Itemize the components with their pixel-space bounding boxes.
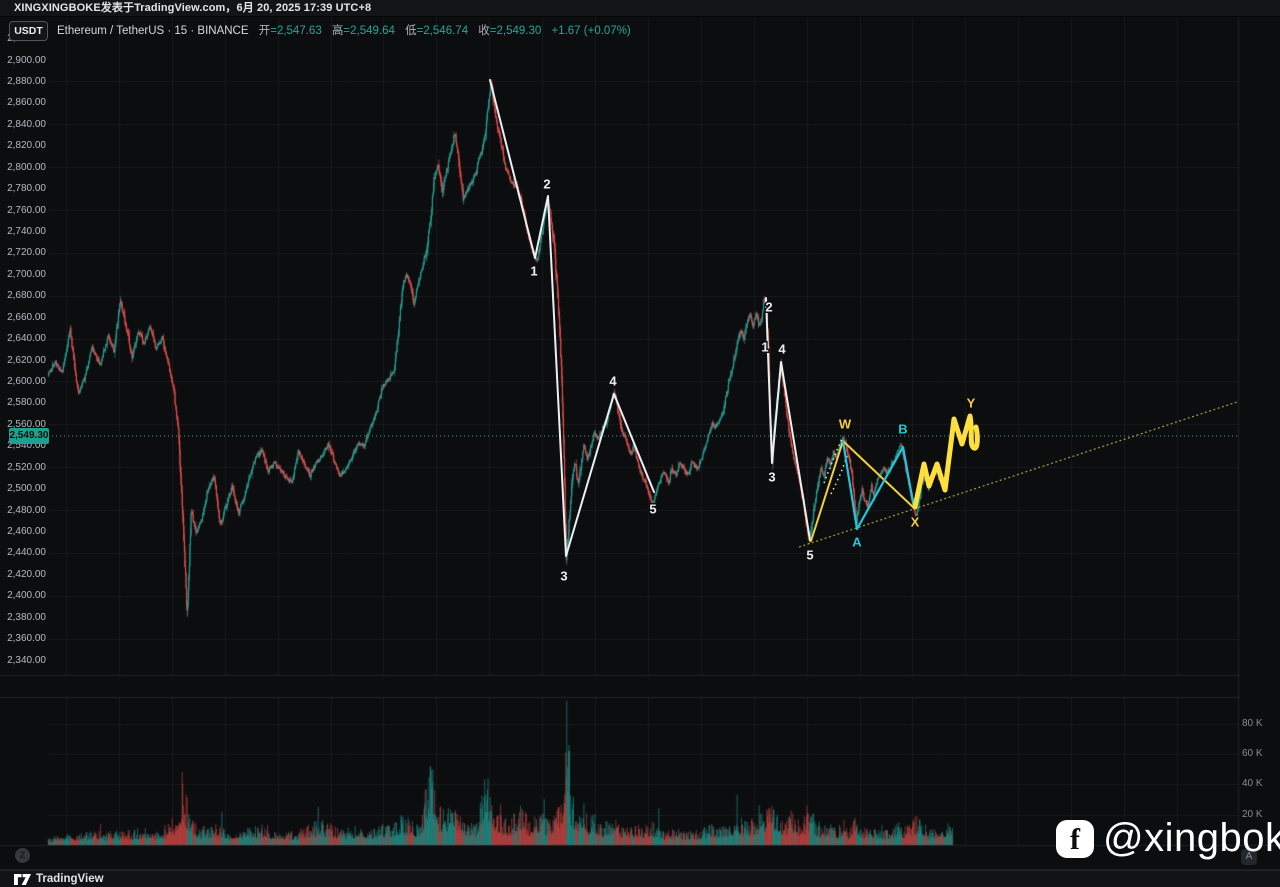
price-tick-label: 2,680.00 <box>7 290 46 302</box>
price-tick-label: 2,560.00 <box>7 418 46 430</box>
ohlc-close-value: =2,549.30 <box>489 25 542 37</box>
price-change: +1.67 (+0.07%) <box>551 25 631 37</box>
price-tick-label: 2,620.00 <box>7 354 46 366</box>
price-tick-label: 2,880.00 <box>7 75 46 87</box>
price-tick-label: 2,860.00 <box>7 97 46 109</box>
ohlc-open-label: 开 <box>258 25 271 37</box>
price-tick-label: 2,460.00 <box>7 525 46 537</box>
symbol-title: Ethereum / TetherUS · 15 · BINANCE <box>57 25 249 37</box>
symbol-info-row[interactable]: Ethereum / TetherUS · 15 · BINANCE 开=2,5… <box>57 22 631 37</box>
price-tick-label: 2,500.00 <box>7 483 46 495</box>
price-tick-label: 2,820.00 <box>7 140 46 152</box>
price-tick-label: 2,540.00 <box>7 440 46 452</box>
price-tick-label: 2,900.00 <box>7 54 46 66</box>
ohlc-high-label: 高 <box>331 25 344 37</box>
ohlc-low-value: =2,546.74 <box>416 25 469 37</box>
price-tick-label: 2,760.00 <box>7 204 46 216</box>
watermark: f @xingboke <box>1056 816 1280 861</box>
auto-scale-button[interactable]: A <box>1241 849 1257 865</box>
tradingview-logo-icon[interactable] <box>14 873 31 885</box>
price-tick-label: 2,660.00 <box>7 311 46 323</box>
volume-tick-label: 40 K <box>1242 778 1263 790</box>
price-tick-label: 2,740.00 <box>7 225 46 237</box>
volume-tick-label: 60 K <box>1242 748 1263 760</box>
facebook-icon: f <box>1056 819 1094 858</box>
snapshot-header: XINGXINGBOKE发表于TradingView.com，6月 20, 20… <box>0 0 1280 17</box>
usdt-badge[interactable]: USDT <box>9 21 48 41</box>
footer-bar: TradingView <box>0 870 1280 887</box>
price-tick-label: 2,780.00 <box>7 183 46 195</box>
price-tick-label: 2,700.00 <box>7 268 46 280</box>
timezone-icon[interactable]: Z <box>15 848 30 863</box>
price-tick-label: 2,720.00 <box>7 247 46 259</box>
price-tick-label: 2,800.00 <box>7 161 46 173</box>
price-tick-label: 2,520.00 <box>7 461 46 473</box>
price-tick-label: 2,840.00 <box>7 118 46 130</box>
tradingview-logo-text[interactable]: TradingView <box>36 873 104 885</box>
price-tick-label: 2,640.00 <box>7 333 46 345</box>
price-tick-label: 2,580.00 <box>7 397 46 409</box>
price-tick-label: 2,480.00 <box>7 504 46 516</box>
ohlc-open-value: =2,547.63 <box>270 25 322 37</box>
volume-tick-label: 20 K <box>1242 808 1263 820</box>
price-tick-label: 2,360.00 <box>7 633 46 645</box>
price-tick-label: 2,400.00 <box>7 590 46 602</box>
price-tick-label: 2,440.00 <box>7 547 46 559</box>
price-tick-label: 2,340.00 <box>7 654 46 666</box>
ohlc-low-label: 低 <box>405 25 417 37</box>
ohlc-high-value: =2,549.64 <box>343 25 395 37</box>
last-price-badge: 2,549.30 <box>9 428 49 444</box>
price-tick-label: 2,600.00 <box>7 375 46 387</box>
price-tick-label: 2,380.00 <box>7 611 46 623</box>
price-tick-label: 2,420.00 <box>7 568 46 580</box>
watermark-handle: @xingboke <box>1103 816 1280 860</box>
ohlc-close-label: 收 <box>478 25 490 37</box>
volume-tick-label: 80 K <box>1242 717 1263 729</box>
